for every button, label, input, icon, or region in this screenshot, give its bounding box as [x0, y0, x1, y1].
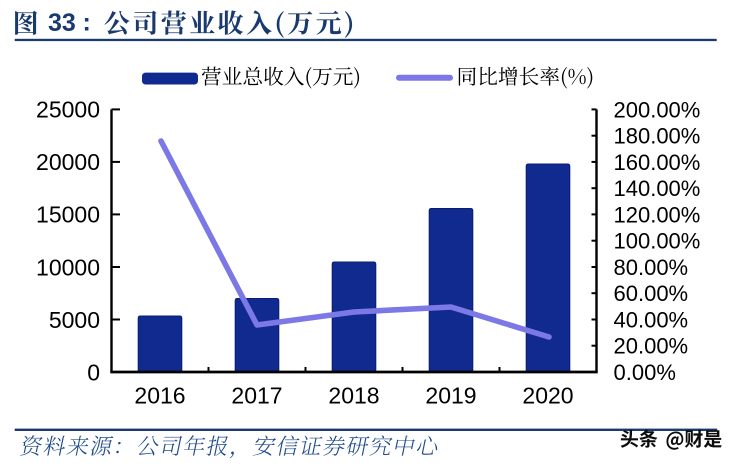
svg-text:2019: 2019 [425, 383, 476, 409]
svg-text:5000: 5000 [49, 307, 100, 333]
svg-text::: : [83, 9, 91, 37]
svg-text:100.00%: 100.00% [614, 229, 701, 254]
svg-text:10000: 10000 [36, 254, 100, 280]
svg-text:20.00%: 20.00% [614, 334, 689, 359]
svg-text:15000: 15000 [36, 202, 100, 228]
svg-text:0: 0 [87, 359, 100, 385]
svg-text:80.00%: 80.00% [614, 255, 689, 280]
svg-text:20000: 20000 [36, 149, 100, 175]
svg-text:2017: 2017 [231, 383, 282, 409]
svg-text:2018: 2018 [328, 383, 379, 409]
svg-text:2020: 2020 [522, 383, 573, 409]
svg-text:140.00%: 140.00% [614, 176, 701, 201]
svg-text:25000: 25000 [36, 97, 100, 123]
svg-text:33: 33 [48, 9, 76, 37]
svg-text:120.00%: 120.00% [614, 202, 701, 227]
svg-text:200.00%: 200.00% [614, 97, 701, 122]
svg-text:60.00%: 60.00% [614, 281, 689, 306]
svg-text:0.00%: 0.00% [614, 360, 676, 385]
svg-text:160.00%: 160.00% [614, 150, 701, 175]
svg-text:40.00%: 40.00% [614, 308, 689, 333]
svg-text:2016: 2016 [134, 383, 185, 409]
svg-text:180.00%: 180.00% [614, 124, 701, 149]
